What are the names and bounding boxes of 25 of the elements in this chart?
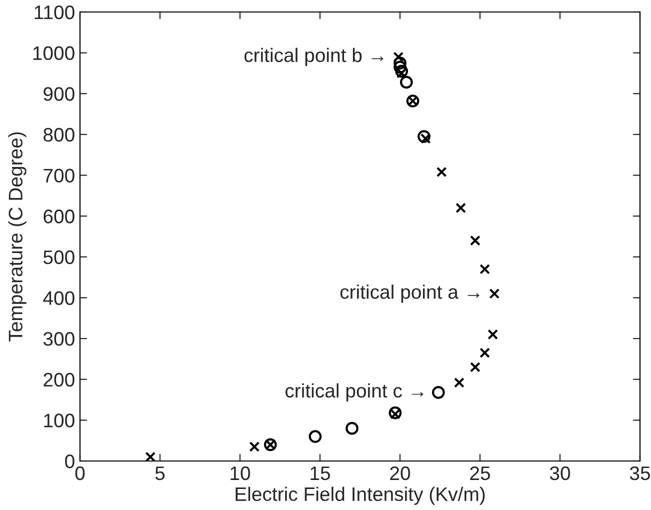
y-axis-title: Temperature (C Degree) bbox=[8, 132, 26, 342]
y-tick-label: 200 bbox=[44, 372, 74, 387]
x-tick-label: 15 bbox=[310, 466, 330, 480]
annotation: critical point a → bbox=[340, 284, 480, 303]
x-tick-label: 10 bbox=[230, 466, 250, 480]
y-tick-label: 800 bbox=[44, 128, 74, 142]
y-tick-label: 1000 bbox=[33, 46, 74, 60]
annotation: critical point c → bbox=[285, 383, 424, 402]
y-tick-label: 400 bbox=[43, 291, 74, 305]
y-tick-label: 100 bbox=[44, 414, 74, 428]
y-tick-label: 0 bbox=[65, 454, 74, 468]
x-tick-label: 35 bbox=[630, 466, 650, 480]
y-tick-label: 900 bbox=[44, 87, 74, 101]
y-tick-label: 600 bbox=[44, 210, 74, 224]
x-tick-label: 30 bbox=[550, 466, 570, 480]
x-tick-label: 5 bbox=[155, 466, 165, 480]
y-tick-label: 700 bbox=[44, 168, 74, 183]
x-axis-title: Electric Field Intensity (Kv/m) bbox=[236, 486, 485, 505]
x-tick-label: 0 bbox=[75, 466, 85, 480]
y-tick-label: 500 bbox=[43, 250, 74, 264]
x-tick-label: 25 bbox=[470, 466, 490, 480]
x-tick-label: 20 bbox=[390, 466, 410, 480]
y-tick-label: 300 bbox=[43, 332, 74, 346]
annotation: critical point b → bbox=[244, 48, 384, 66]
y-tick-label: 1100 bbox=[34, 5, 74, 20]
